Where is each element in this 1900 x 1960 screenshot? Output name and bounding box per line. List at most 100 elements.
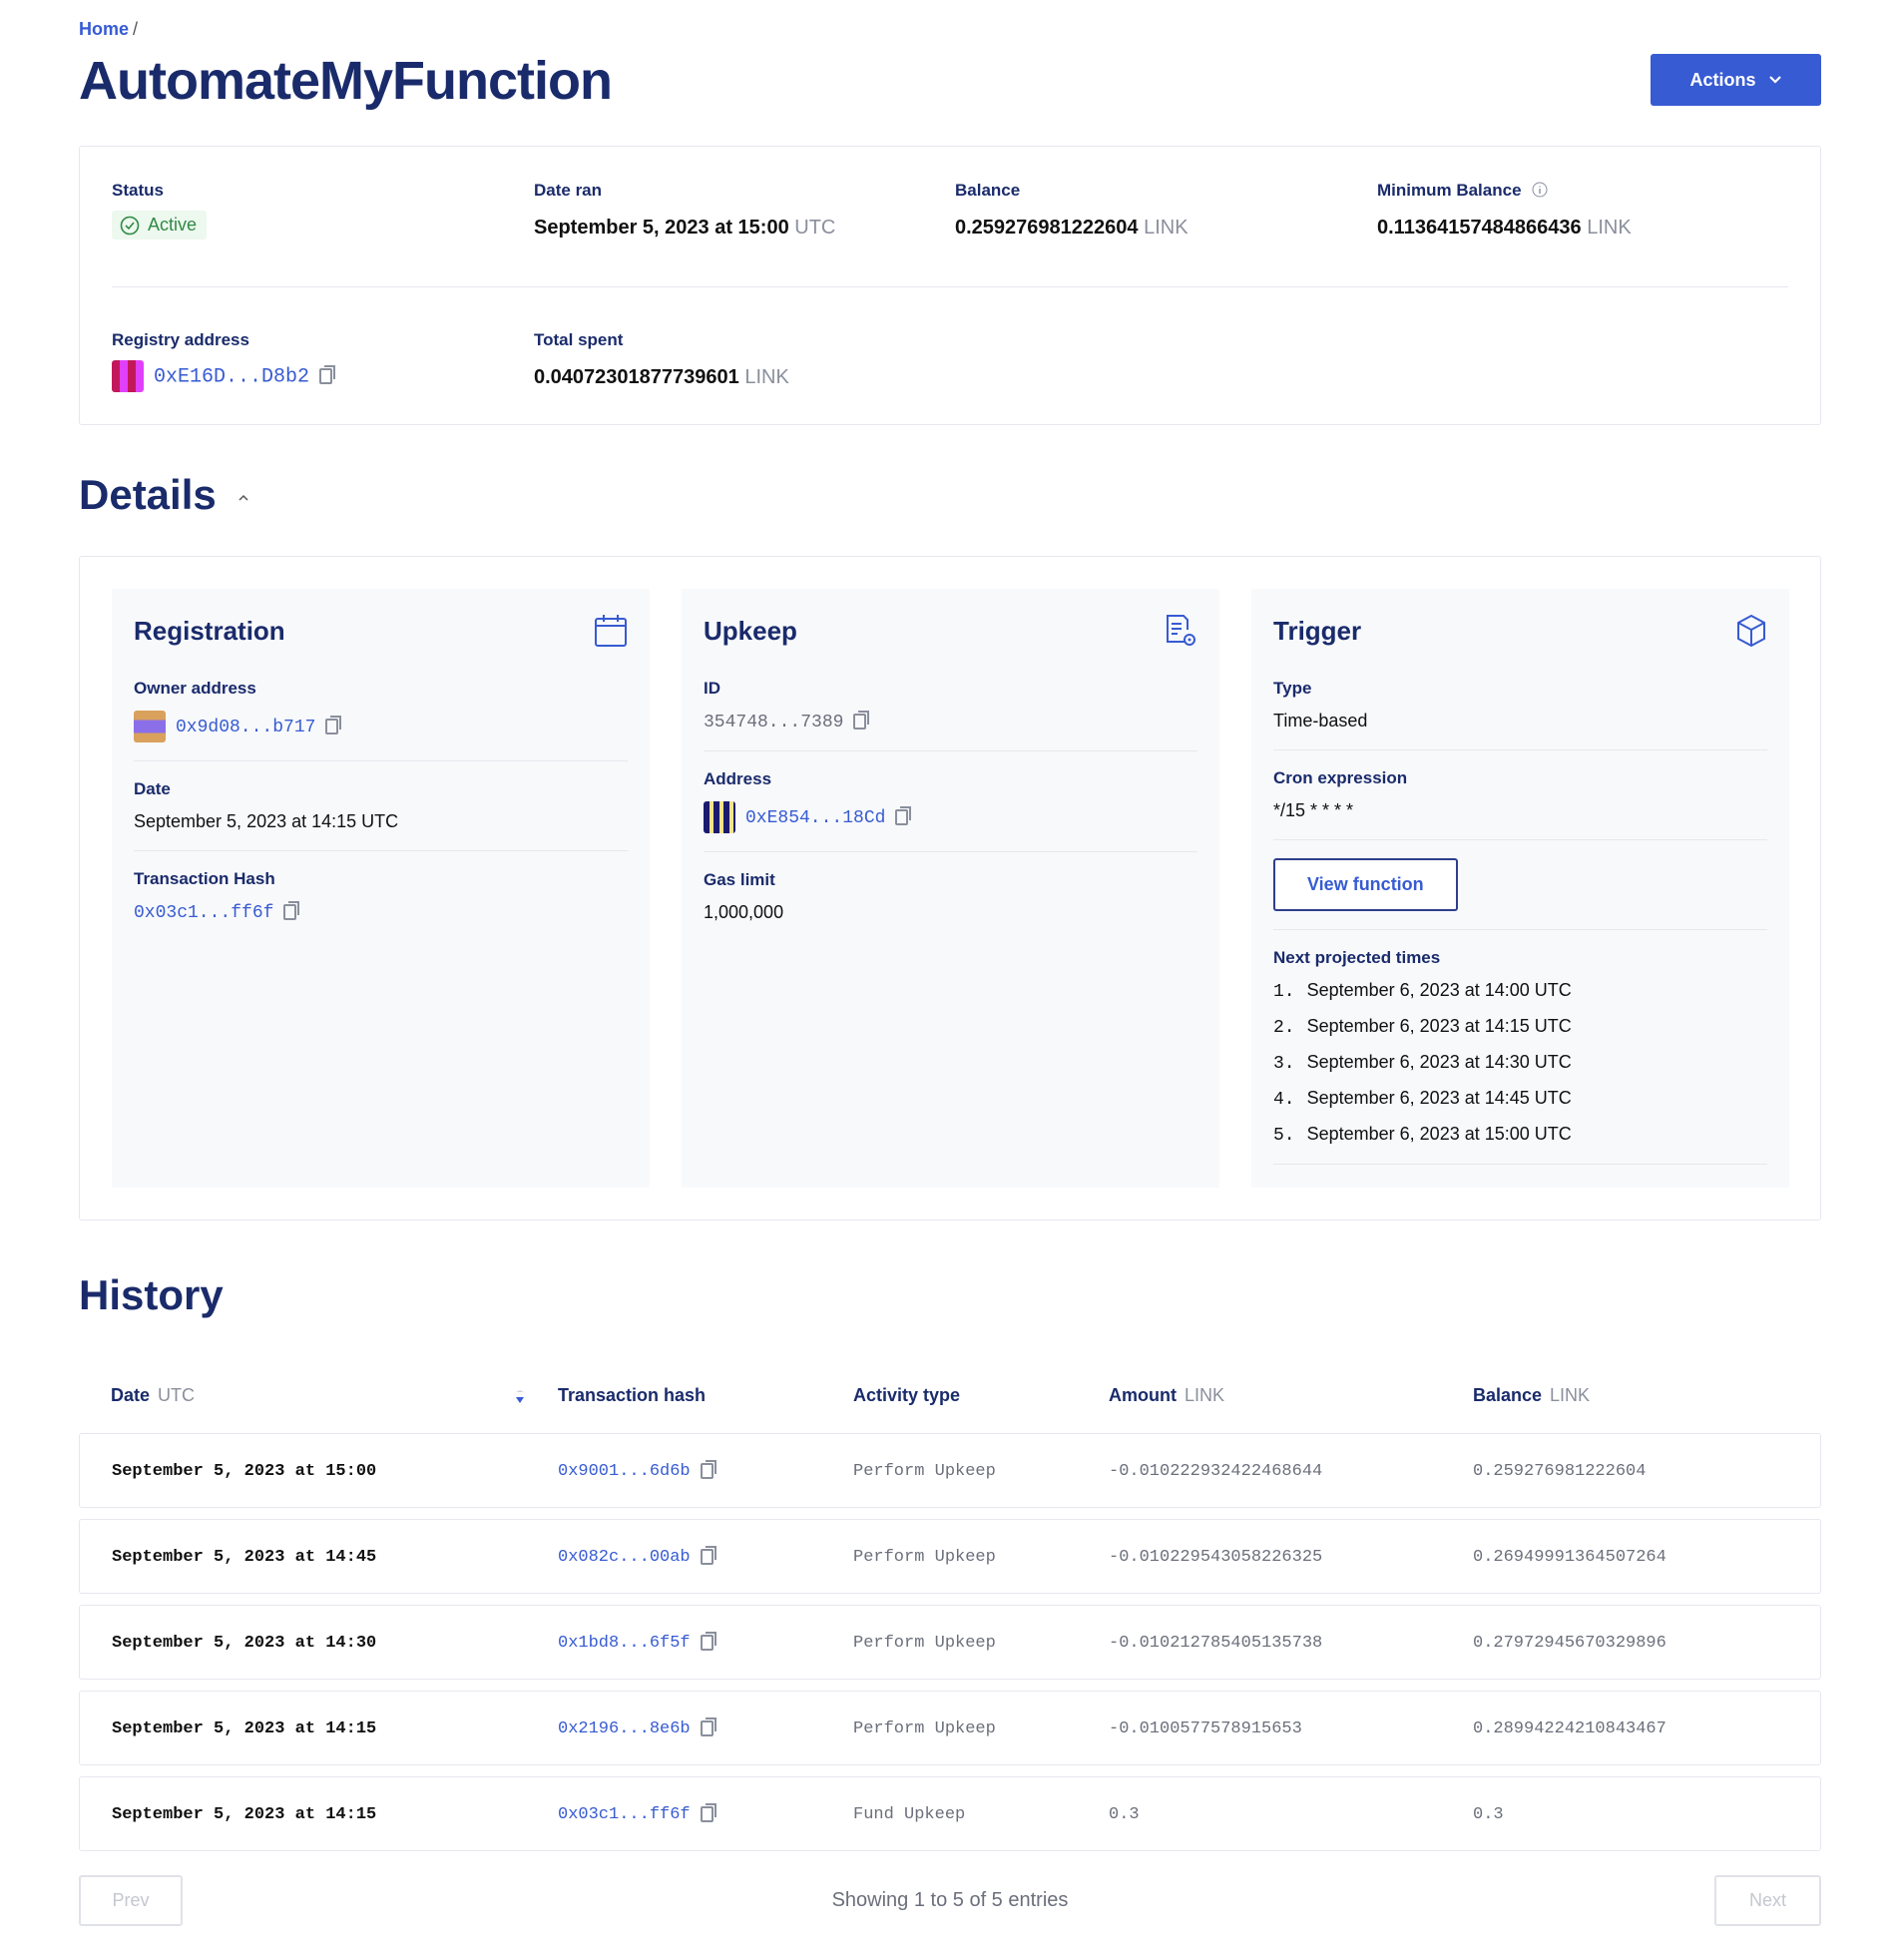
row-date: September 5, 2023 at 14:15 [112,1805,377,1824]
breadcrumb-home-link[interactable]: Home [79,19,130,39]
min-balance-label: Minimum Balance [1377,181,1632,201]
copy-icon[interactable] [319,365,336,384]
info-icon[interactable] [1532,182,1548,198]
date-ran-text: September 5, 2023 at 15:00 [534,217,789,239]
row-balance: 0.259276981222604 [1473,1462,1647,1481]
balance-field: Balance 0.259276981222604 LINK [955,181,1188,240]
copy-icon[interactable] [283,901,300,921]
row-activity: Perform Upkeep [853,1462,996,1481]
balance-amount: 0.259276981222604 [955,217,1139,239]
registration-date-value: September 5, 2023 at 14:15 UTC [134,811,399,831]
transaction-hash-label: Transaction Hash [134,869,275,888]
row-balance: 0.28994224210843467 [1473,1719,1666,1738]
details-card: Registration Owner address 0x9d08...b717… [79,556,1821,1221]
check-circle-icon [120,216,140,235]
upkeep-panel: Upkeep ID 354748...7389 Address 0xE854..… [682,589,1219,1188]
registration-date-field: Date September 5, 2023 at 14:15 UTC [134,761,628,851]
copy-icon[interactable] [700,1459,716,1479]
row-amount: -0.010222932422468644 [1109,1462,1323,1481]
chevron-down-icon [1768,76,1781,84]
view-function-field: View function [1273,840,1767,930]
next-button[interactable]: Next [1714,1875,1821,1926]
next-time-item: 3. September 6, 2023 at 14:30 UTC [1273,1052,1572,1074]
registry-avatar [112,360,144,392]
total-spent-field: Total spent 0.04072301877739601 LINK [534,330,789,389]
row-hash-link[interactable]: 0x2196...8e6b [558,1719,691,1738]
row-balance: 0.26949991364507264 [1473,1548,1666,1567]
cron-label: Cron expression [1273,768,1408,787]
next-time-item: 2. September 6, 2023 at 14:15 UTC [1273,1016,1572,1038]
upkeep-address-field: Address 0xE854...18Cd [704,751,1197,852]
owner-avatar [134,711,166,742]
details-heading[interactable]: Details [79,471,249,519]
view-function-button[interactable]: View function [1273,858,1458,911]
registration-header: Registration [134,611,628,651]
total-spent-value: 0.04072301877739601 LINK [534,366,789,389]
registration-date-label: Date [134,779,171,798]
trigger-title: Trigger [1273,615,1362,646]
copy-icon[interactable] [700,1545,716,1565]
row-hash-link[interactable]: 0x1bd8...6f5f [558,1634,691,1653]
actions-label: Actions [1689,69,1756,90]
copy-icon[interactable] [700,1716,716,1736]
row-amount: -0.010229543058226325 [1109,1548,1323,1567]
copy-icon[interactable] [853,711,870,731]
balance-value: 0.259276981222604 LINK [955,217,1188,240]
row-date: September 5, 2023 at 14:30 [112,1634,377,1653]
copy-icon[interactable] [700,1802,716,1822]
upkeep-id-value: 354748...7389 [704,713,844,733]
date-ran-unit: UTC [794,217,836,239]
column-header-balance: Balance LINK [1473,1385,1591,1405]
date-ran-label: Date ran [534,181,603,200]
table-row: September 5, 2023 at 15:00 0x9001...6d6b… [79,1433,1821,1508]
registry-address-link[interactable]: 0xE16D...D8b2 [154,365,310,389]
actions-button[interactable]: Actions [1651,54,1821,106]
copy-icon[interactable] [895,806,912,825]
document-settings-icon [1167,615,1195,646]
registry-label: Registry address [112,330,249,349]
copy-icon[interactable] [325,716,342,735]
cron-field: Cron expression */15 * * * * [1273,750,1767,840]
table-row: September 5, 2023 at 14:15 0x2196...8e6b… [79,1691,1821,1765]
owner-address-link[interactable]: 0x9d08...b717 [176,717,316,737]
gas-limit-value: 1,000,000 [704,902,784,922]
owner-address-field: Owner address 0x9d08...b717 [134,661,628,761]
column-header-date[interactable]: Date UTC [111,1385,196,1405]
prev-button[interactable]: Prev [79,1875,183,1926]
column-header-amount: Amount LINK [1109,1385,1225,1405]
row-hash-link[interactable]: 0x03c1...ff6f [558,1805,691,1824]
status-badge: Active [112,211,208,240]
column-header-activity: Activity type [853,1385,961,1405]
registry-value: 0xE16D...D8b2 [112,360,336,392]
row-date: September 5, 2023 at 15:00 [112,1462,377,1481]
trigger-type-value: Time-based [1273,711,1368,731]
upkeep-address-link[interactable]: 0xE854...18Cd [745,807,886,828]
upkeep-avatar [704,801,735,833]
sort-descending-icon[interactable] [515,1390,525,1404]
min-balance-field: Minimum Balance 0.11364157484866436 LINK [1377,181,1632,240]
history-heading: History [79,1271,224,1318]
row-activity: Perform Upkeep [853,1719,996,1738]
column-header-hash: Transaction hash [558,1385,707,1405]
trigger-header: Trigger [1273,611,1767,651]
transaction-hash-link[interactable]: 0x03c1...ff6f [134,903,274,923]
status-value: Active [148,215,198,235]
row-hash-link[interactable]: 0x9001...6d6b [558,1462,691,1481]
total-spent-amount: 0.04072301877739601 [534,366,739,388]
chevron-up-icon[interactable] [238,494,249,502]
upkeep-header: Upkeep [704,611,1197,651]
copy-icon[interactable] [700,1631,716,1651]
details-title: Details [79,471,217,518]
next-times-list: 1. September 6, 2023 at 14:00 UTC 2. Septe… [1273,980,1767,1146]
next-time-item: 5. September 6, 2023 at 15:00 UTC [1273,1124,1572,1146]
registration-panel: Registration Owner address 0x9d08...b717… [112,589,650,1188]
row-amount: 0.3 [1109,1805,1140,1824]
row-hash-link[interactable]: 0x082c...00ab [558,1548,691,1567]
table-row: September 5, 2023 at 14:15 0x03c1...ff6f… [79,1776,1821,1851]
registration-title: Registration [134,615,285,646]
total-spent-label: Total spent [534,330,624,349]
calendar-icon [595,615,627,647]
registry-field: Registry address 0xE16D...D8b2 [112,330,336,392]
row-date: September 5, 2023 at 14:45 [112,1548,377,1567]
row-hash: 0x9001...6d6b [558,1434,716,1509]
